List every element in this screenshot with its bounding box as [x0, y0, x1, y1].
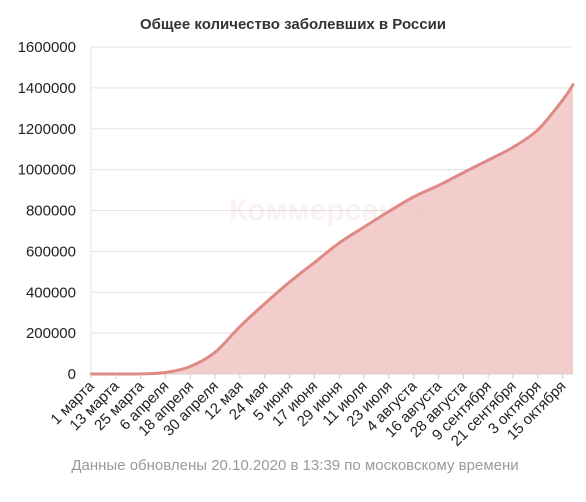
y-tick-label: 400000 [26, 284, 76, 301]
y-tick-label: 1200000 [18, 121, 76, 138]
area-fill [91, 84, 573, 375]
y-tick-label: 1000000 [18, 162, 76, 179]
grid-lines [90, 46, 573, 375]
y-tick-label: 600000 [26, 243, 76, 260]
y-tick-label: 800000 [26, 203, 76, 220]
y-tick-label: 1400000 [18, 80, 76, 97]
y-tick-label: 1600000 [18, 39, 76, 56]
y-tick-label: 200000 [26, 325, 76, 342]
footnote: Данные обновлены 20.10.2020 в 13:39 по м… [71, 457, 518, 474]
chart-title: Общее количество заболевших в России [140, 16, 446, 33]
y-axis: 0 200000 400000 600000 800000 1000000 1200000 1… [18, 39, 76, 383]
series-line [89, 83, 575, 376]
y-tick-label: 0 [68, 366, 76, 383]
